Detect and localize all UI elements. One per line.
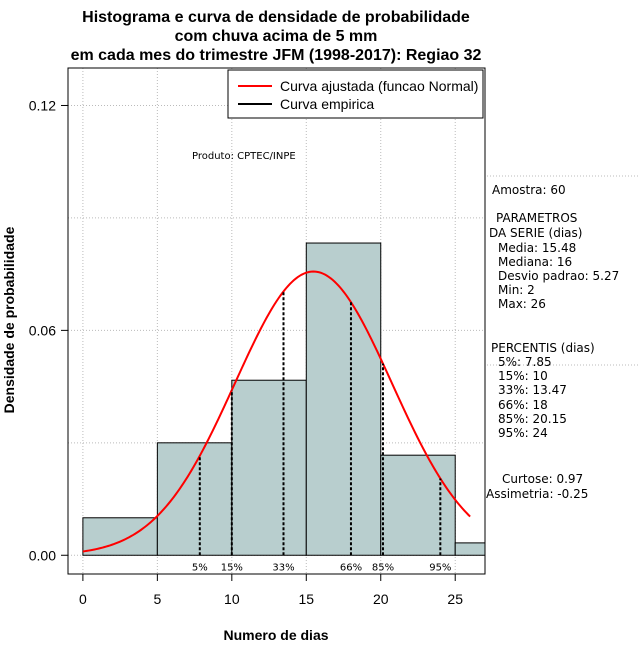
side-media: Media: 15.48 [498, 241, 576, 255]
histogram-bar-5 [454, 542, 486, 556]
side-p85: 85%: 20.15 [498, 412, 567, 426]
legend-label-empirical: Curva empirica [280, 96, 374, 112]
x-tick-label-0: 0 [79, 591, 87, 607]
x-tick-label-1: 5 [153, 591, 161, 607]
side-p33: 33%: 13.47 [498, 383, 567, 397]
side-desvio: Desvio padrao: 5.27 [498, 269, 619, 283]
chart-title-line-2: com chuva acima de 5 mm [175, 28, 378, 45]
histogram-bar-2 [231, 379, 307, 556]
y-tick-label-1: 0.06 [29, 322, 56, 338]
percentile-label-2: 33% [272, 562, 294, 573]
percentile-label-0: 5% [192, 562, 208, 573]
side-curtose: Curtose: 0.97 [502, 472, 583, 486]
histogram-bar-1 [156, 442, 233, 556]
side-p5: 5%: 7.85 [498, 355, 552, 369]
histogram-bar-4 [380, 454, 456, 556]
percentile-label-1: 15% [221, 562, 243, 573]
side-mediana: Mediana: 16 [498, 255, 572, 269]
legend: Curva ajustada (funcao Normal) Curva emp… [227, 69, 484, 119]
y-tick-label-2: 0.12 [29, 97, 56, 113]
percentile-label-5: 95% [429, 562, 451, 573]
side-p15: 15%: 10 [498, 369, 548, 383]
side-percentis-title: PERCENTIS (dias) [491, 341, 595, 355]
normal-curve-line [82, 270, 471, 553]
produto-annotation: Produto: CPTEC/INPE [192, 151, 296, 162]
histogram-bars [82, 242, 486, 556]
side-p66: 66%: 18 [498, 398, 548, 412]
x-axis-label: Numero de dias [223, 627, 328, 643]
percentile-label-3: 66% [340, 562, 362, 573]
side-panel: Amostra: 60 PARAMETROS DA SERIE (dias) M… [486, 183, 619, 501]
x-tick-label-3: 15 [298, 591, 314, 607]
side-max: Max: 26 [498, 297, 546, 311]
side-assimetria: Assimetria: -0.25 [486, 487, 588, 501]
side-amostra: Amostra: 60 [492, 183, 566, 197]
side-min: Min: 2 [498, 283, 535, 297]
percentile-markers: 5% 15% 33% 66% 85% 95% [192, 291, 451, 573]
chart-title-line-3: em cada mes do trimestre JFM (1998-2017)… [71, 47, 482, 64]
percentile-label-4: 85% [372, 562, 394, 573]
y-tick-label-0: 0.00 [29, 547, 56, 563]
x-tick-label-2: 10 [224, 591, 240, 607]
curves [82, 270, 471, 553]
legend-label-normal: Curva ajustada (funcao Normal) [280, 78, 478, 94]
side-param-title-2: DA SERIE (dias) [489, 226, 582, 240]
side-p95: 95%: 24 [498, 426, 548, 440]
x-tick-label-4: 20 [373, 591, 389, 607]
axes: 0 5 10 15 20 25 0.00 0.06 0.12 [29, 97, 463, 607]
legend-box [227, 69, 484, 119]
x-tick-label-5: 25 [447, 591, 463, 607]
histogram-bar-3 [305, 242, 382, 556]
y-axis-label: Densidade de probabilidade [1, 226, 17, 413]
side-param-title-1: PARAMETROS [496, 211, 577, 225]
chart-title-line-1: Histograma e curva de densidade de proba… [82, 9, 470, 26]
